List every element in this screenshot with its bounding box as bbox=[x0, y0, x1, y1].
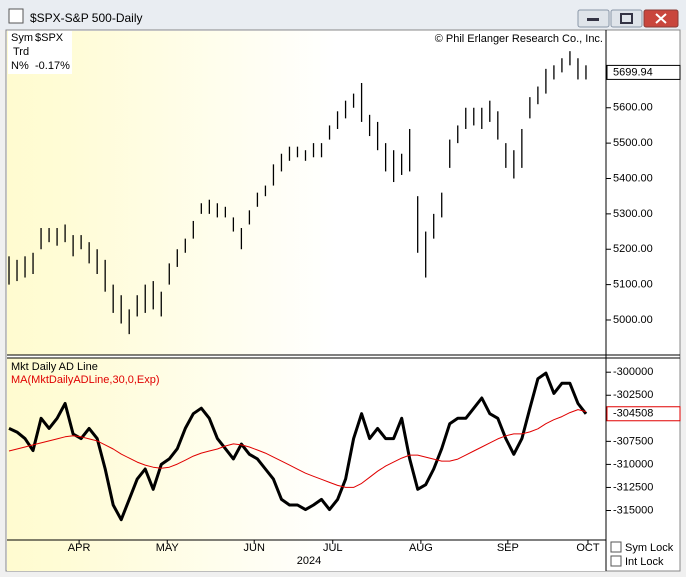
copyright: © Phil Erlanger Research Co., Inc. bbox=[435, 33, 603, 45]
x-tick-label: JUL bbox=[323, 542, 343, 554]
sym-lock-checkbox[interactable] bbox=[610, 541, 622, 553]
y-tick-label: 5300.00 bbox=[613, 208, 653, 220]
info-sym-label: Sym bbox=[11, 32, 33, 44]
info-n-label: N% bbox=[11, 60, 29, 72]
y-tick-label: 5400.00 bbox=[613, 172, 653, 184]
x-axis-bg bbox=[7, 540, 606, 571]
panel-title: Mkt Daily AD Line bbox=[11, 361, 98, 373]
x-tick-label: AUG bbox=[409, 542, 433, 554]
y-tick-label: 5000.00 bbox=[613, 314, 653, 326]
y-tick-label: -312500 bbox=[613, 481, 653, 493]
y-tick-label: 5600.00 bbox=[613, 102, 653, 114]
upper-panel-bg bbox=[7, 31, 606, 355]
window-title: $SPX-S&P 500-Daily bbox=[30, 11, 143, 25]
info-n-value: -0.17% bbox=[35, 60, 70, 72]
int-lock-checkbox[interactable] bbox=[610, 555, 622, 567]
x-tick-label: OCT bbox=[576, 542, 600, 554]
info-trd: Trd bbox=[13, 46, 29, 58]
y-tick-label: -315000 bbox=[613, 504, 653, 516]
int-lock-label: Int Lock bbox=[625, 556, 664, 568]
info-box bbox=[8, 31, 72, 74]
info-sym: $SPX bbox=[35, 32, 64, 44]
y-tick-label: -310000 bbox=[613, 458, 653, 470]
x-tick-label: SEP bbox=[497, 542, 519, 554]
x-tick-label: MAY bbox=[156, 542, 180, 554]
maximize-icon bbox=[620, 13, 633, 24]
y-tick-label: 5200.00 bbox=[613, 243, 653, 255]
sym-lock-label: Sym Lock bbox=[625, 542, 674, 554]
last-value-label: 5699.94 bbox=[613, 66, 653, 78]
y-tick-label: -300000 bbox=[613, 366, 653, 378]
y-tick-label: -307500 bbox=[613, 435, 653, 447]
last-value-label: -304508 bbox=[613, 408, 653, 420]
last-value-box bbox=[606, 406, 681, 422]
y-tick-label: 5500.00 bbox=[613, 137, 653, 149]
ad-line bbox=[8, 371, 588, 522]
x-tick-label: JUN bbox=[244, 542, 265, 554]
last-value-box bbox=[606, 64, 681, 80]
legend-entry: MA(MktDailyADLine,30,0,Exp) bbox=[11, 374, 160, 386]
y-tick-label: 5100.00 bbox=[613, 279, 653, 291]
app-icon bbox=[8, 8, 24, 24]
close-icon bbox=[655, 13, 667, 24]
x-axis-label: 2024 bbox=[297, 555, 321, 567]
moving-average-line bbox=[8, 409, 587, 488]
x-tick-label: APR bbox=[68, 542, 91, 554]
y-tick-label: -302500 bbox=[613, 389, 653, 401]
maximize-button[interactable] bbox=[610, 9, 643, 28]
minimize-icon bbox=[587, 18, 599, 21]
title-bar bbox=[0, 0, 686, 30]
